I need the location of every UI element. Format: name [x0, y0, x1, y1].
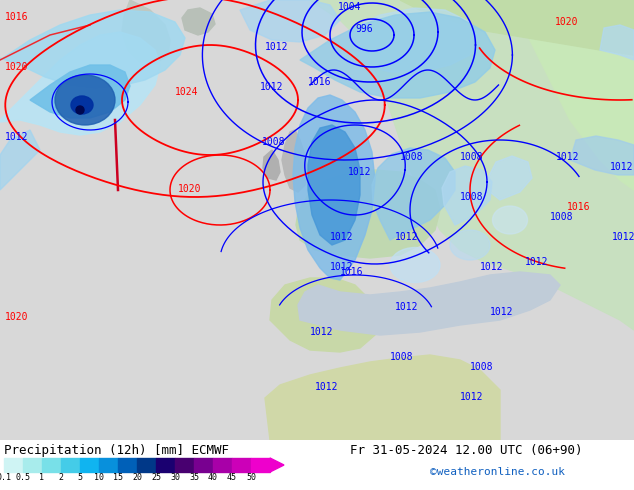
Polygon shape	[30, 65, 130, 118]
Text: 1016: 1016	[567, 202, 590, 212]
Text: 0.5: 0.5	[15, 473, 30, 482]
Text: 20: 20	[132, 473, 142, 482]
Text: 1012: 1012	[265, 42, 288, 52]
Polygon shape	[298, 272, 560, 335]
Text: 1016: 1016	[340, 267, 363, 277]
Bar	[42, 458, 61, 472]
Ellipse shape	[493, 206, 527, 234]
Polygon shape	[380, 0, 634, 150]
Text: 25: 25	[151, 473, 161, 482]
Text: 1004: 1004	[338, 2, 361, 12]
Bar	[137, 458, 156, 472]
Polygon shape	[520, 0, 634, 190]
Text: 2: 2	[58, 473, 63, 482]
Polygon shape	[0, 130, 40, 190]
Text: 1008: 1008	[400, 152, 424, 162]
Bar	[194, 458, 213, 472]
Ellipse shape	[71, 96, 93, 114]
Text: 1012: 1012	[330, 262, 354, 272]
Text: 0.1: 0.1	[0, 473, 11, 482]
Polygon shape	[182, 8, 215, 35]
Polygon shape	[293, 95, 375, 280]
Text: 1012: 1012	[612, 232, 634, 242]
Text: 1012: 1012	[330, 232, 354, 242]
Bar	[99, 458, 118, 472]
Text: ©weatheronline.co.uk: ©weatheronline.co.uk	[430, 467, 565, 477]
Bar	[251, 458, 270, 472]
Polygon shape	[442, 166, 492, 225]
Polygon shape	[282, 130, 308, 192]
Text: 1012: 1012	[395, 232, 418, 242]
Text: 1012: 1012	[490, 307, 514, 317]
Text: 1008: 1008	[470, 362, 493, 372]
Bar	[4, 458, 23, 472]
Text: 1012: 1012	[310, 327, 333, 337]
Text: 10: 10	[94, 473, 104, 482]
Polygon shape	[270, 458, 284, 472]
Bar	[80, 458, 99, 472]
Text: 1008: 1008	[390, 352, 413, 362]
Text: 1012: 1012	[525, 257, 548, 267]
Text: 1008: 1008	[262, 137, 285, 147]
Ellipse shape	[55, 75, 115, 125]
Text: 45: 45	[227, 473, 237, 482]
Polygon shape	[300, 12, 495, 98]
Text: 1012: 1012	[480, 262, 503, 272]
Text: 1012: 1012	[395, 302, 418, 312]
Text: 1: 1	[39, 473, 44, 482]
Text: 1012: 1012	[610, 162, 633, 172]
Text: 1020: 1020	[555, 17, 578, 27]
Polygon shape	[570, 136, 634, 175]
Text: 1008: 1008	[460, 192, 484, 202]
Polygon shape	[265, 355, 500, 440]
Text: 40: 40	[208, 473, 218, 482]
Text: Fr 31-05-2024 12.00 UTC (06+90): Fr 31-05-2024 12.00 UTC (06+90)	[350, 444, 583, 457]
Polygon shape	[270, 278, 378, 352]
Ellipse shape	[76, 106, 84, 114]
Text: 1020: 1020	[5, 62, 29, 72]
Polygon shape	[350, 8, 480, 72]
Text: 1020: 1020	[178, 184, 202, 194]
Polygon shape	[372, 148, 455, 240]
Bar	[23, 458, 42, 472]
Polygon shape	[308, 125, 360, 245]
Bar	[175, 458, 194, 472]
Text: 50: 50	[246, 473, 256, 482]
Text: 1020: 1020	[5, 312, 29, 322]
Bar	[156, 458, 175, 472]
Text: 1012: 1012	[5, 132, 29, 142]
Text: 35: 35	[189, 473, 199, 482]
Polygon shape	[296, 170, 440, 258]
Text: 1012: 1012	[556, 152, 579, 162]
Polygon shape	[600, 25, 634, 60]
Polygon shape	[488, 156, 532, 200]
Text: 1012: 1012	[315, 382, 339, 392]
Polygon shape	[310, 0, 634, 330]
Text: 996: 996	[355, 24, 373, 34]
Text: 1024: 1024	[175, 87, 198, 97]
Polygon shape	[122, 0, 170, 64]
Bar	[213, 458, 232, 472]
Bar	[118, 458, 137, 472]
Polygon shape	[0, 10, 185, 88]
Text: 15: 15	[113, 473, 123, 482]
Text: 1012: 1012	[260, 82, 283, 92]
Ellipse shape	[390, 247, 440, 283]
Polygon shape	[263, 150, 280, 180]
Bar	[61, 458, 80, 472]
Text: 1012: 1012	[348, 167, 372, 177]
Text: 30: 30	[170, 473, 180, 482]
Ellipse shape	[450, 230, 490, 260]
Text: 1008: 1008	[550, 212, 574, 222]
Text: 1016: 1016	[308, 77, 332, 87]
Text: Precipitation (12h) [mm] ECMWF: Precipitation (12h) [mm] ECMWF	[4, 444, 229, 457]
Polygon shape	[400, 0, 634, 55]
Text: 1008: 1008	[460, 152, 484, 162]
Text: 1012: 1012	[460, 392, 484, 402]
Text: 1016: 1016	[5, 12, 29, 22]
Polygon shape	[0, 32, 160, 135]
Bar	[232, 458, 251, 472]
Text: 5: 5	[77, 473, 82, 482]
Polygon shape	[240, 0, 340, 42]
